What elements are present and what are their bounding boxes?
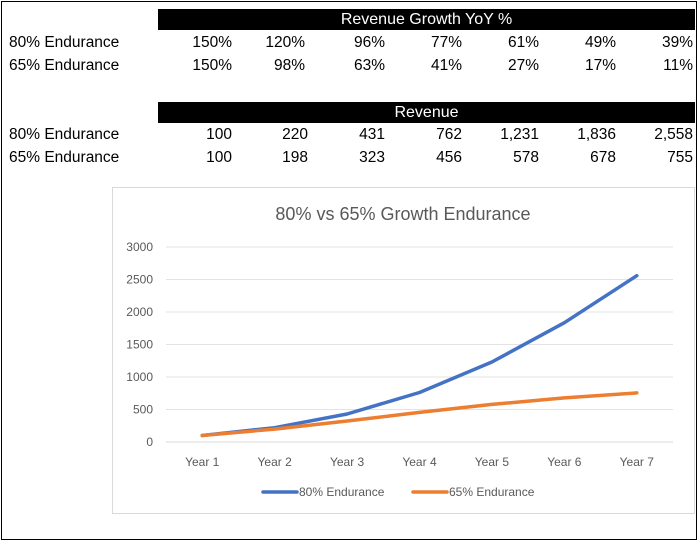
cell: 100	[206, 126, 232, 143]
table-row: 65% Endurance 150% 98% 63% 41% 27% 17% 1…	[0, 55, 700, 77]
x-tick-label: Year 6	[547, 455, 582, 469]
cell: 63%	[353, 57, 385, 74]
cell: 100	[206, 149, 232, 166]
cell: 11%	[663, 57, 693, 74]
row-label: 80% Endurance	[9, 126, 120, 143]
cell: 96%	[353, 34, 385, 51]
y-tick-label: 1000	[126, 370, 153, 384]
cell: 762	[436, 126, 462, 143]
cell: 150%	[192, 57, 232, 74]
cell: 323	[359, 149, 385, 166]
series-line-2[interactable]	[200, 391, 639, 438]
row-label: 65% Endurance	[9, 57, 120, 74]
x-tick-label: Year 7	[620, 455, 655, 469]
chart-area[interactable]: 80% vs 65% Growth Endurance 0 500 1000 1500…	[112, 187, 695, 514]
revenue-table-header: Revenue	[158, 102, 695, 123]
y-tick-label: 3000	[126, 240, 153, 254]
growth-table-header: Revenue Growth YoY %	[158, 9, 695, 30]
cell: 456	[436, 149, 462, 166]
y-tick-label: 1500	[126, 338, 153, 352]
chart-title: 80% vs 65% Growth Endurance	[275, 204, 530, 224]
x-tick-label: Year 5	[475, 455, 510, 469]
x-tick-label: Year 2	[258, 455, 293, 469]
y-tick-label: 500	[133, 403, 153, 417]
cell: 49%	[584, 34, 616, 51]
x-tick-label: Year 1	[185, 455, 220, 469]
x-tick-label: Year 4	[402, 455, 437, 469]
y-tick-label: 2000	[126, 305, 153, 319]
cell: 27%	[507, 57, 539, 74]
cell: 198	[282, 149, 308, 166]
cell: 98%	[273, 57, 305, 74]
cell: 2,558	[654, 126, 693, 143]
cell: 120%	[265, 34, 305, 51]
y-tick-label: 2500	[126, 273, 153, 287]
table-row: 65% Endurance 100 198 323 456 578 678 75…	[0, 147, 700, 169]
line-chart: 80% vs 65% Growth Endurance 0 500 1000 1500…	[126, 204, 673, 499]
table-row: 80% Endurance 100 220 431 762 1,231 1,83…	[0, 124, 700, 146]
table-row: 80% Endurance 150% 120% 96% 77% 61% 49% …	[0, 32, 700, 54]
x-tick-label: Year 3	[330, 455, 365, 469]
y-tick-label: 0	[146, 435, 153, 449]
row-label: 65% Endurance	[9, 149, 120, 166]
cell: 39%	[661, 34, 693, 51]
cell: 41%	[430, 57, 462, 74]
cell: 578	[513, 149, 539, 166]
legend-label: 80% Endurance	[299, 485, 385, 499]
cell: 431	[359, 126, 385, 143]
cell: 61%	[507, 34, 539, 51]
cell: 150%	[192, 34, 232, 51]
cell: 17%	[584, 57, 616, 74]
row-label: 80% Endurance	[9, 34, 120, 51]
cell: 1,231	[500, 126, 539, 143]
cell: 77%	[430, 34, 462, 51]
cell: 1,836	[577, 126, 616, 143]
cell: 220	[282, 126, 308, 143]
legend-label: 65% Endurance	[449, 485, 535, 499]
cell: 755	[667, 149, 693, 166]
cell: 678	[590, 149, 616, 166]
